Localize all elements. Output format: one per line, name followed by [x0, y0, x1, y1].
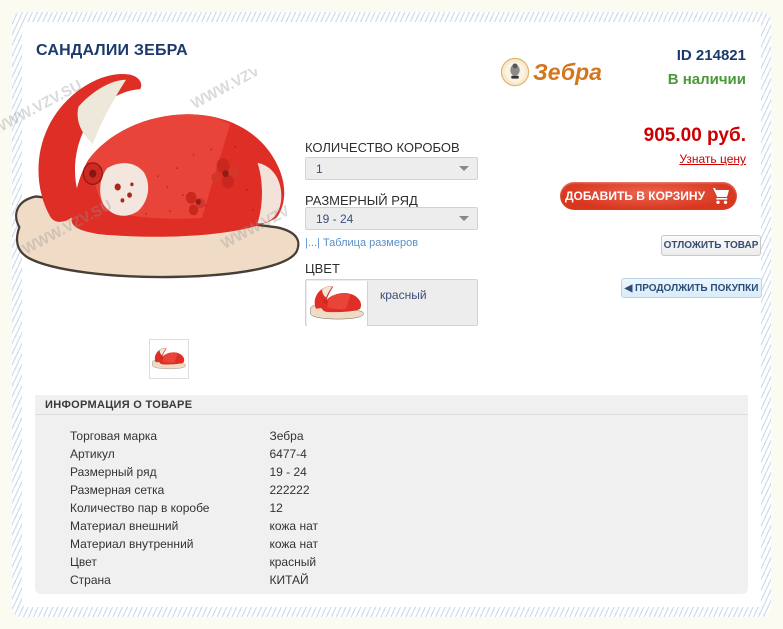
svg-text:Зебра: Зебра — [533, 59, 602, 85]
